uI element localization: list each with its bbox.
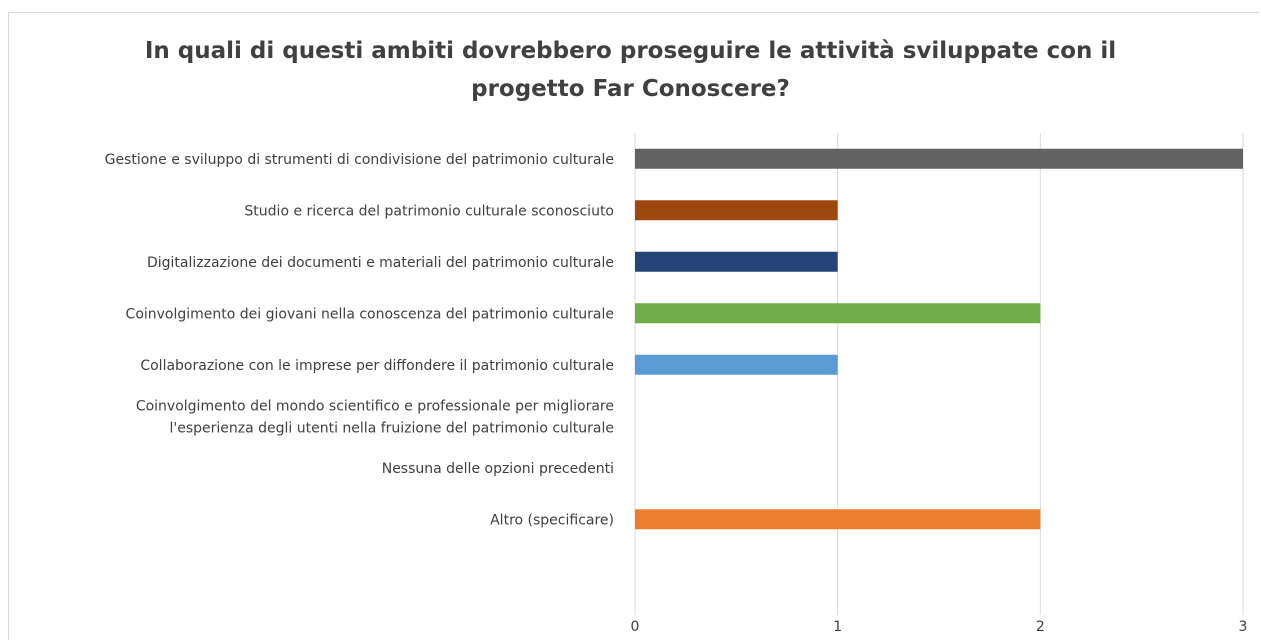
category-label-5-line-0: Coinvolgimento del mondo scientifico e p… bbox=[136, 398, 614, 414]
x-tick-label-2: 2 bbox=[1036, 619, 1045, 635]
bar-0 bbox=[635, 148, 1243, 169]
bar-7 bbox=[635, 509, 1041, 530]
category-label-1: Studio e ricerca del patrimonio cultural… bbox=[244, 203, 614, 219]
bar-1 bbox=[635, 200, 838, 221]
category-label-0: Gestione e sviluppo di strumenti di cond… bbox=[105, 152, 614, 168]
chart-title-line-2: progetto Far Conoscere? bbox=[471, 76, 790, 102]
x-tick-label-1: 1 bbox=[833, 619, 842, 635]
chart-title-line-1: In quali di questi ambiti dovrebbero pro… bbox=[144, 38, 1117, 64]
bar-3 bbox=[635, 303, 1041, 324]
x-tick-label-0: 0 bbox=[631, 619, 640, 635]
bar-2 bbox=[635, 251, 838, 272]
bar-4 bbox=[635, 354, 838, 375]
x-tick-label-3: 3 bbox=[1239, 619, 1248, 635]
category-label-5-line-1: l'esperienza degli utenti nella fruizion… bbox=[169, 420, 614, 436]
category-label-4: Collaborazione con le imprese per diffon… bbox=[140, 358, 614, 374]
category-label-6: Nessuna delle opzioni precedenti bbox=[382, 461, 614, 477]
category-label-7: Altro (specificare) bbox=[490, 512, 614, 528]
category-label-3: Coinvolgimento dei giovani nella conosce… bbox=[126, 306, 614, 322]
category-labels: Gestione e sviluppo di strumenti di cond… bbox=[105, 152, 614, 529]
bars bbox=[635, 148, 1243, 530]
chart-title: In quali di questi ambiti dovrebbero pro… bbox=[0, 32, 1261, 108]
chart-area bbox=[8, 12, 1259, 640]
category-label-2: Digitalizzazione dei documenti e materia… bbox=[147, 255, 614, 271]
x-axis-ticks: 0 1 2 3 bbox=[631, 619, 1248, 635]
